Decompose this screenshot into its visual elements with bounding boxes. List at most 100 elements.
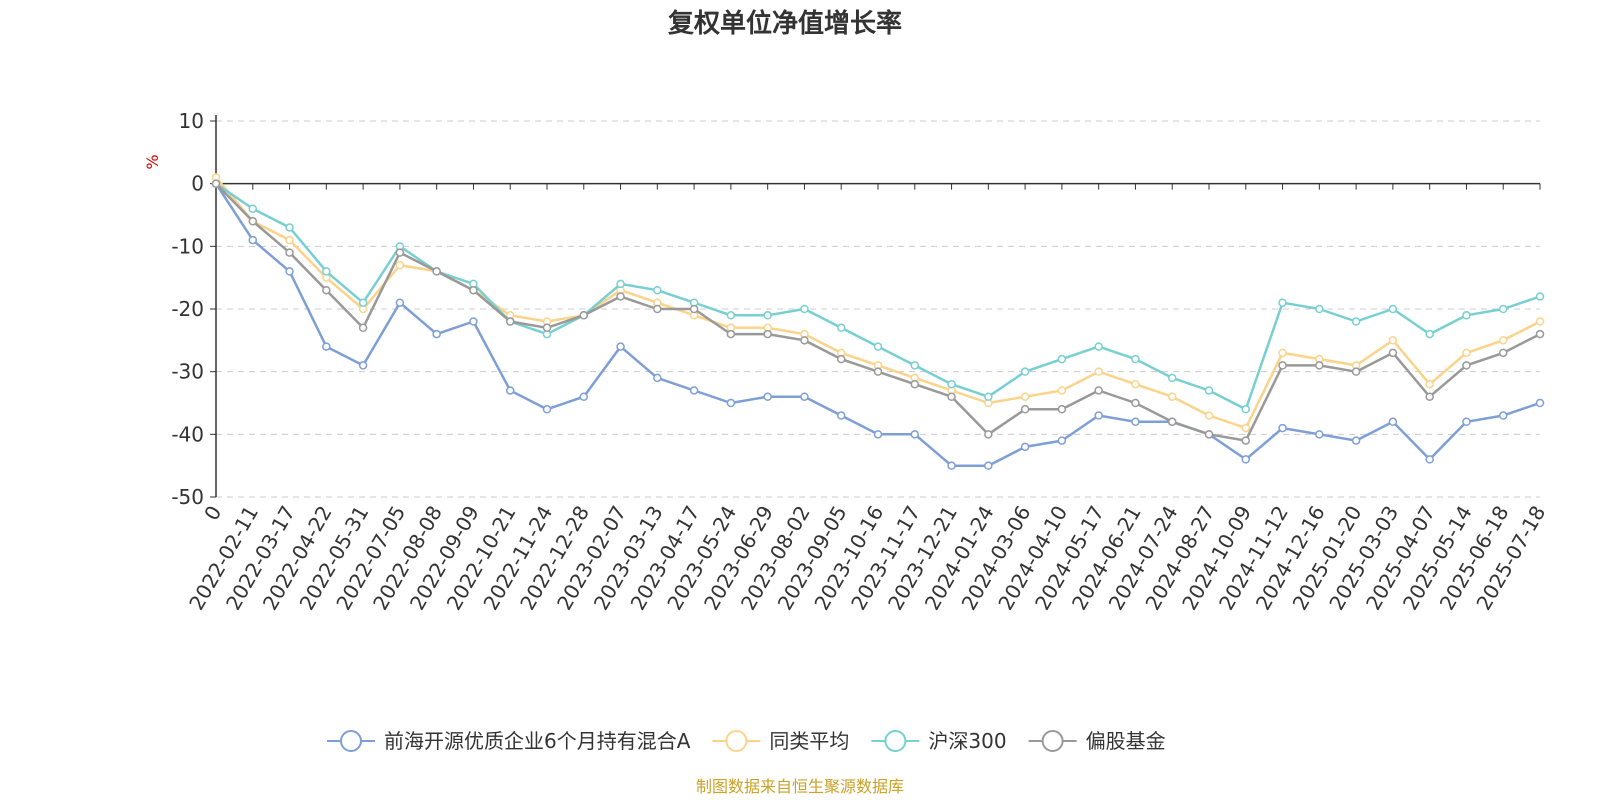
data-point xyxy=(947,392,956,401)
data-point xyxy=(836,411,846,420)
series-3 xyxy=(211,179,1545,414)
data-point xyxy=(1315,430,1324,439)
data-point xyxy=(800,336,809,345)
data-point xyxy=(984,461,993,470)
data-point xyxy=(1535,398,1545,408)
data-point xyxy=(836,354,846,364)
data-point xyxy=(395,248,405,257)
data-point xyxy=(322,342,331,351)
data-point xyxy=(1535,317,1545,326)
data-point xyxy=(873,430,883,439)
data-point xyxy=(322,285,331,295)
series-line xyxy=(215,176,1541,430)
data-point xyxy=(800,392,809,401)
legend[interactable]: 前海开源优质企业6个月持有混合A 同类平均 沪深300 偏股基金 xyxy=(327,729,1166,753)
data-point xyxy=(910,430,920,439)
data-point xyxy=(1351,317,1361,326)
data-point xyxy=(1462,348,1471,358)
data-point xyxy=(1425,392,1434,401)
data-point xyxy=(910,379,920,389)
data-point xyxy=(1094,367,1103,376)
legend-marker-icon xyxy=(884,730,907,752)
data-point xyxy=(1057,386,1067,395)
data-point xyxy=(1535,292,1545,301)
data-point xyxy=(726,329,736,339)
data-point xyxy=(653,304,662,314)
data-point xyxy=(947,461,956,470)
data-point xyxy=(1498,336,1508,345)
data-point xyxy=(1462,361,1471,370)
data-point xyxy=(726,311,736,320)
data-point xyxy=(763,311,772,320)
data-point xyxy=(285,248,294,257)
data-point xyxy=(469,285,478,295)
data-point xyxy=(358,361,368,370)
chart-title: 复权单位净值增长率 xyxy=(668,8,902,39)
data-point xyxy=(1425,455,1434,464)
data-point xyxy=(1425,379,1434,389)
data-point xyxy=(1241,405,1251,414)
data-point xyxy=(1388,348,1398,358)
data-point xyxy=(1204,411,1214,420)
series-lines xyxy=(211,173,1545,470)
data-point xyxy=(469,317,478,326)
data-point xyxy=(1351,436,1361,445)
data-point xyxy=(984,430,993,439)
data-point xyxy=(1388,417,1398,427)
y-tick-label: 10 xyxy=(179,109,204,133)
data-point xyxy=(1131,354,1140,364)
data-point xyxy=(211,179,221,188)
data-point xyxy=(1131,379,1140,389)
data-point xyxy=(653,285,662,295)
legend-marker-icon xyxy=(1041,730,1064,752)
data-point xyxy=(1351,367,1361,376)
data-point xyxy=(1057,405,1067,414)
data-point xyxy=(616,342,625,351)
data-point xyxy=(542,405,552,414)
data-point xyxy=(285,235,294,245)
data-point xyxy=(1057,436,1067,445)
y-tick-label: -40 xyxy=(171,422,204,446)
y-tick-label: -50 xyxy=(171,485,204,509)
series-1 xyxy=(211,179,1545,470)
legend-label: 偏股基金 xyxy=(1086,729,1166,753)
legend-label: 沪深300 xyxy=(928,729,1006,753)
series-2 xyxy=(211,173,1545,433)
x-axis: 02022-02-112022-03-172022-04-222022-05-3… xyxy=(184,182,1550,614)
data-point xyxy=(1204,430,1214,439)
data-point xyxy=(1241,455,1251,464)
data-point xyxy=(1498,304,1508,314)
legend-item-1[interactable]: 前海开源优质企业6个月持有混合A xyxy=(327,729,691,753)
data-point xyxy=(1131,417,1140,427)
data-point xyxy=(1388,304,1398,314)
legend-label: 前海开源优质企业6个月持有混合A xyxy=(384,729,691,753)
data-point xyxy=(1498,411,1508,420)
data-point xyxy=(1388,336,1398,345)
data-point xyxy=(1020,405,1030,414)
data-point xyxy=(1167,373,1177,383)
data-point xyxy=(358,298,368,307)
data-point xyxy=(395,260,405,270)
data-point xyxy=(1241,436,1251,445)
data-point xyxy=(653,373,662,383)
data-point xyxy=(1094,386,1103,395)
x-tick-label: 0 xyxy=(199,502,226,525)
legend-item-2[interactable]: 同类平均 xyxy=(712,729,849,753)
data-point xyxy=(800,304,809,314)
data-point xyxy=(836,323,846,333)
y-tick-label: -30 xyxy=(171,360,204,384)
data-point xyxy=(505,317,515,326)
data-point xyxy=(689,386,699,395)
source-note: 制图数据来自恒生聚源数据库 xyxy=(696,777,904,796)
legend-item-4[interactable]: 偏股基金 xyxy=(1028,729,1166,753)
data-point xyxy=(1241,423,1251,433)
y-unit-label: % xyxy=(143,154,162,169)
data-point xyxy=(432,267,441,276)
data-point xyxy=(322,267,331,276)
legend-item-3[interactable]: 沪深300 xyxy=(871,729,1007,753)
data-point xyxy=(579,311,589,320)
data-point xyxy=(1462,311,1471,320)
y-tick-label: 0 xyxy=(191,172,204,196)
legend-marker-icon xyxy=(725,730,748,752)
